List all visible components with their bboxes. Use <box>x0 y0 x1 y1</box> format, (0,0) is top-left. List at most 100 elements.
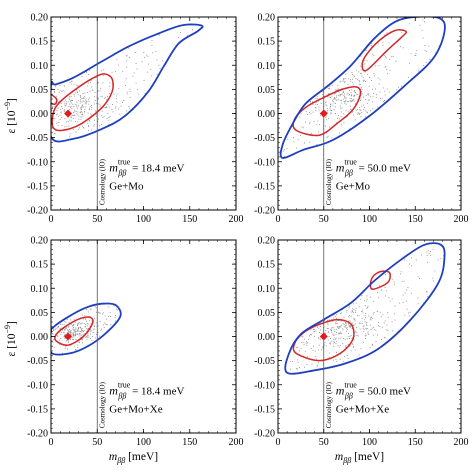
sample-point <box>349 314 350 316</box>
sample-point <box>364 315 366 316</box>
sample-point <box>97 82 99 84</box>
sample-point <box>327 319 328 321</box>
sample-point <box>372 343 373 345</box>
sample-point <box>62 89 64 91</box>
sample-point <box>82 115 84 117</box>
sample-point <box>89 120 91 122</box>
sample-point <box>315 103 317 105</box>
sample-point <box>368 315 370 317</box>
sample-point <box>297 361 299 363</box>
sample-point <box>86 72 88 74</box>
sample-point <box>347 101 349 102</box>
sample-point <box>64 335 65 337</box>
sample-point <box>101 115 103 117</box>
sample-point <box>327 117 329 119</box>
sample-point <box>81 101 83 103</box>
sample-point <box>396 89 398 91</box>
inner-contour-0 <box>292 86 362 137</box>
panel-bottom-left: Cosmology (IO) 0 50 100 150 200 -0.20 -0.15 -0.1… <box>3 236 244 466</box>
sample-point <box>359 107 360 109</box>
sample-point <box>53 106 55 107</box>
sample-point <box>114 316 116 318</box>
sample-point <box>69 330 71 332</box>
sample-point <box>310 329 312 331</box>
sample-point <box>63 336 65 338</box>
sample-point <box>318 362 319 364</box>
sample-point <box>367 331 369 333</box>
sample-point <box>364 110 366 112</box>
sample-point <box>73 106 75 107</box>
sample-point <box>52 341 54 343</box>
sample-point <box>358 354 360 356</box>
sample-point <box>357 79 359 81</box>
sample-point <box>59 108 61 110</box>
sample-point <box>333 341 335 343</box>
sample-point <box>72 100 73 101</box>
sample-point <box>305 111 307 113</box>
sample-point <box>117 64 119 66</box>
sample-point <box>86 325 88 327</box>
sample-point <box>97 90 99 92</box>
sample-point <box>70 107 72 108</box>
sample-point <box>330 329 332 331</box>
sample-point <box>97 97 99 99</box>
sample-point <box>101 110 103 112</box>
sample-point <box>64 337 66 339</box>
sample-point <box>426 255 428 256</box>
sample-point <box>342 80 344 82</box>
sample-point <box>115 106 117 108</box>
sample-point <box>76 91 78 93</box>
sample-point <box>304 366 305 368</box>
sample-point <box>333 317 335 319</box>
sample-point <box>105 107 106 108</box>
sample-point <box>76 333 78 335</box>
sample-point <box>61 117 63 118</box>
sample-point <box>297 359 299 361</box>
x-tick-label: 150 <box>408 214 423 225</box>
sample-point <box>83 330 85 331</box>
sample-point <box>65 334 67 336</box>
sample-point <box>73 318 75 320</box>
sample-point <box>146 54 148 56</box>
sample-point <box>437 259 439 261</box>
y-tick-label: -0.10 <box>27 157 48 168</box>
sample-point <box>415 259 417 261</box>
sample-point <box>73 327 74 328</box>
sample-point <box>343 326 345 327</box>
sample-point <box>355 310 357 312</box>
sample-point <box>346 355 348 356</box>
sample-point <box>156 59 158 61</box>
sample-point <box>382 44 384 46</box>
sample-point <box>75 111 77 112</box>
sample-point <box>78 322 80 323</box>
x-tick-label: 0 <box>276 437 281 448</box>
sample-point <box>382 42 384 44</box>
sample-point <box>64 103 66 105</box>
sample-point <box>293 137 294 138</box>
sample-point <box>361 105 363 107</box>
sample-point <box>422 19 424 21</box>
sample-point <box>91 107 93 108</box>
sample-point <box>325 116 327 118</box>
sample-point <box>74 321 76 323</box>
sample-point <box>346 338 348 340</box>
sample-point <box>310 113 312 115</box>
sample-point <box>353 90 355 92</box>
sample-point <box>368 94 370 96</box>
sample-point <box>93 124 95 126</box>
sample-point <box>81 112 83 114</box>
sample-point <box>70 101 71 103</box>
sample-point <box>388 297 390 299</box>
sample-point <box>384 90 386 92</box>
sample-point <box>296 346 297 348</box>
sample-point <box>81 114 83 116</box>
sample-point <box>315 107 317 109</box>
sample-point <box>364 63 366 65</box>
sample-point <box>51 109 53 111</box>
sample-point <box>378 297 380 299</box>
sample-point <box>74 332 76 334</box>
sample-point <box>89 69 91 71</box>
sample-point <box>361 112 363 113</box>
sample-point <box>69 331 71 333</box>
sample-point <box>76 344 78 346</box>
